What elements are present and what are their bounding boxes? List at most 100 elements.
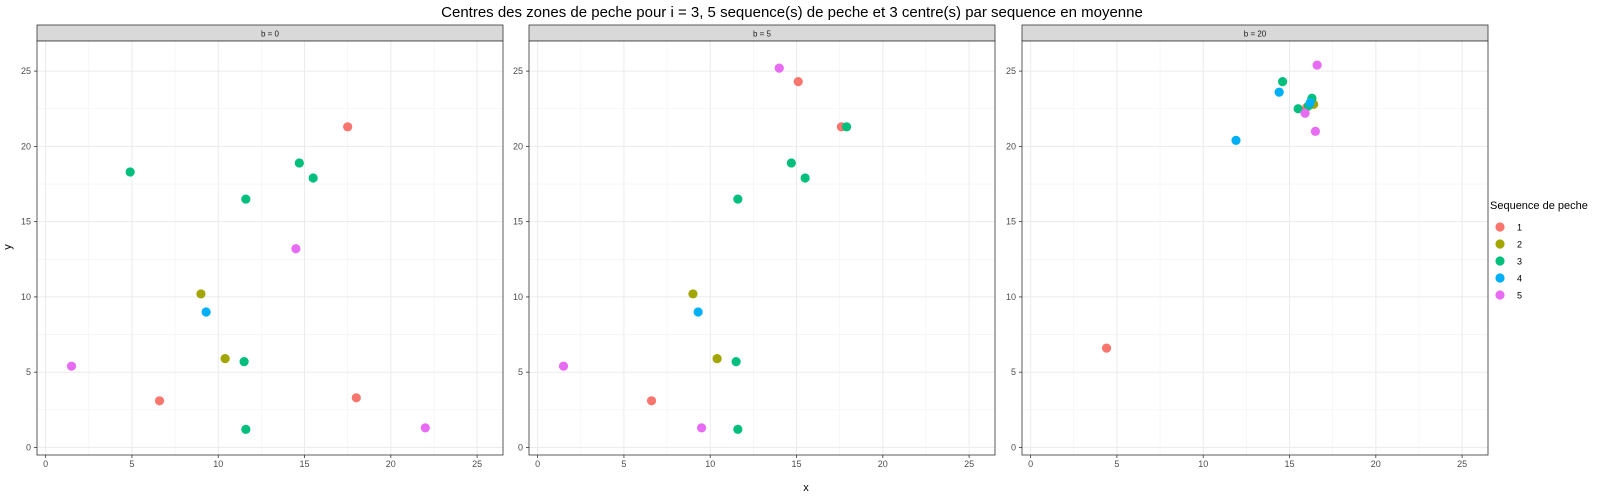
x-tick-label: 5 [621, 459, 626, 469]
x-tick-label: 20 [386, 459, 396, 469]
y-tick-label: 20 [513, 141, 523, 151]
data-point-series-3 [294, 158, 304, 168]
data-point-series-1 [343, 122, 353, 132]
data-point-series-1 [646, 396, 657, 406]
y-tick-label: 25 [513, 66, 523, 76]
x-tick-label: 15 [300, 459, 310, 469]
legend-key-1 [1495, 222, 1505, 232]
data-point-series-5 [696, 423, 707, 433]
data-point-series-1 [793, 77, 803, 87]
panel-1: b = 0 0 5 10 15 20 25 0 5 10 15 20 25 [21, 24, 504, 469]
y-tick-label: 0 [26, 442, 31, 452]
data-point-series-3 [308, 173, 318, 183]
legend-key-3 [1495, 256, 1505, 266]
major-gridlines [1022, 41, 1488, 455]
y-tick-label: 20 [21, 141, 31, 151]
data-point-series-5 [1310, 126, 1321, 136]
minor-gridlines [529, 41, 995, 455]
data-point-series-3 [1293, 104, 1303, 114]
y-tick-label: 20 [1006, 141, 1016, 151]
chart-title: Centres des zones de peche pour i = 3, 5… [441, 4, 1143, 21]
panel-strip-label: b = 0 [261, 30, 280, 39]
data-point-series-3 [1278, 77, 1288, 87]
x-tick-label: 0 [1028, 459, 1033, 469]
y-tick-label: 5 [26, 367, 31, 377]
panel-strip-label: b = 5 [753, 30, 772, 39]
y-tick-label: 5 [518, 367, 523, 377]
data-point-series-3 [841, 122, 852, 132]
legend-label-3: 3 [1517, 257, 1522, 267]
minor-gridlines [37, 41, 503, 455]
y-tick-label: 0 [518, 442, 523, 452]
x-tick-label: 0 [43, 459, 48, 469]
legend: Sequence de peche 1 2 3 4 5 [1490, 200, 1588, 301]
points [66, 122, 430, 435]
major-gridlines [37, 41, 503, 455]
data-point-series-3 [733, 194, 743, 204]
panels: b = 0 0 5 10 15 20 25 0 5 10 15 20 25 b = 5 0 5 10 15 20 25… [21, 24, 1489, 469]
data-point-series-4 [1274, 87, 1284, 97]
data-point-series-2 [196, 289, 206, 299]
minor-gridlines [1022, 41, 1488, 455]
legend-label-5: 5 [1517, 291, 1522, 301]
x-axis-title: x [803, 482, 809, 494]
x-tick-label: 20 [878, 459, 888, 469]
y-tick-label: 15 [21, 217, 31, 227]
panel-3: b = 20 0 5 10 15 20 25 0 5 10 15 20 25 [1006, 24, 1489, 469]
legend-key-5 [1495, 290, 1505, 300]
data-point-series-4 [693, 307, 703, 317]
legend-key-4 [1495, 273, 1505, 283]
legend-label-1: 1 [1517, 223, 1522, 233]
data-point-series-4 [201, 307, 211, 317]
panel-border [528, 40, 996, 456]
y-tick-label: 5 [1011, 367, 1016, 377]
data-point-series-3 [786, 158, 796, 168]
x-tick-label: 15 [1285, 459, 1295, 469]
plot-background [529, 41, 995, 455]
major-gridlines [529, 41, 995, 455]
y-tick-label: 15 [1006, 217, 1016, 227]
data-point-series-5 [1300, 108, 1310, 118]
x-tick-label: 25 [472, 459, 482, 469]
data-point-series-2 [712, 354, 722, 364]
data-point-series-3 [800, 173, 810, 183]
data-point-series-5 [1312, 60, 1322, 70]
y-axis-title: y [2, 244, 14, 250]
data-point-series-1 [154, 396, 165, 406]
x-tick-label: 25 [1457, 459, 1467, 469]
y-tick-label: 10 [1006, 292, 1016, 302]
data-point-series-4 [1305, 98, 1315, 108]
data-point-series-1 [351, 393, 361, 403]
data-point-series-5 [558, 361, 569, 371]
x-tick-label: 10 [705, 459, 715, 469]
data-point-series-5 [420, 423, 430, 433]
data-point-series-2 [688, 289, 698, 299]
x-tick-label: 5 [129, 459, 134, 469]
x-tick-label: 10 [1198, 459, 1208, 469]
data-point-series-1 [1101, 343, 1112, 353]
data-point-series-5 [774, 63, 784, 73]
data-point-series-4 [1231, 135, 1241, 145]
x-tick-label: 25 [964, 459, 974, 469]
data-point-series-3 [239, 357, 249, 367]
y-tick-label: 25 [21, 66, 31, 76]
legend-title: Sequence de peche [1490, 200, 1588, 212]
legend-label-4: 4 [1517, 274, 1522, 284]
data-point-series-3 [241, 424, 251, 435]
x-tick-label: 20 [1371, 459, 1381, 469]
panel-2: b = 5 0 5 10 15 20 25 0 5 10 15 20 25 [513, 24, 996, 469]
data-point-series-2 [220, 354, 230, 364]
y-tick-label: 15 [513, 217, 523, 227]
data-point-series-5 [291, 244, 301, 254]
legend-key-2 [1495, 239, 1505, 249]
x-tick-label: 15 [792, 459, 802, 469]
data-point-series-5 [66, 361, 77, 371]
data-point-series-3 [733, 424, 743, 435]
points [558, 63, 852, 435]
y-tick-label: 10 [513, 292, 523, 302]
x-tick-label: 10 [213, 459, 223, 469]
plot-background [1022, 41, 1488, 455]
data-point-series-3 [731, 357, 741, 367]
y-tick-label: 0 [1011, 442, 1016, 452]
